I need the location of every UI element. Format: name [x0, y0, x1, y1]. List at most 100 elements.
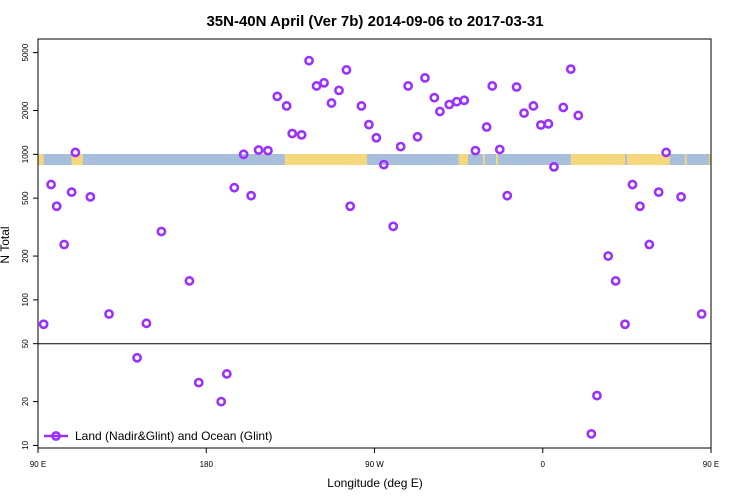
legend-marker-icon — [51, 431, 61, 441]
y-axis: 10 20 50 100 200 500 1000 2000 5000 — [21, 43, 38, 450]
land-band-segment — [458, 154, 468, 165]
land-ocean-band — [38, 154, 711, 165]
data-point — [356, 101, 367, 111]
data-point — [661, 147, 672, 158]
data-point — [326, 98, 337, 108]
data-point — [511, 82, 522, 92]
land-band-segment — [709, 154, 711, 165]
data-point — [341, 65, 352, 75]
data-point — [644, 239, 655, 250]
data-point — [494, 144, 505, 155]
data-point — [132, 352, 142, 363]
y-axis-label: N Total — [0, 226, 12, 263]
data-point — [104, 309, 114, 319]
data-point — [429, 92, 440, 103]
legend: Land (Nadir&Glint) and Ocean (Glint) — [44, 429, 272, 443]
data-point — [141, 318, 152, 329]
data-point — [238, 149, 249, 160]
land-band-segment — [626, 154, 670, 165]
data-point — [345, 201, 356, 212]
data-point — [603, 251, 614, 261]
data-point — [59, 239, 70, 250]
data-point — [435, 106, 445, 117]
data-point — [319, 77, 329, 88]
y-tick-label: 1000 — [21, 145, 30, 163]
x-tick-label: 90 E — [703, 460, 719, 469]
data-point — [378, 159, 389, 170]
x-axis-label: Longitude (deg E) — [327, 476, 422, 490]
x-axis: 90 E 180 90 W 0 90 E — [30, 448, 719, 469]
x-tick-label: 180 — [200, 460, 214, 469]
data-point — [696, 309, 707, 319]
y-tick-label: 50 — [21, 339, 30, 348]
data-points — [38, 55, 707, 439]
data-point — [635, 201, 645, 212]
data-point — [586, 428, 597, 439]
data-point — [388, 221, 399, 232]
data-point — [193, 377, 204, 388]
legend-label: Land (Nadir&Glint) and Ocean (Glint) — [75, 429, 272, 443]
data-point — [610, 276, 621, 286]
data-point — [38, 319, 49, 330]
y-tick-label: 10 — [21, 440, 30, 449]
land-band-segment — [38, 154, 44, 165]
data-point — [592, 390, 602, 401]
data-point — [253, 145, 264, 155]
y-tick-label: 2000 — [21, 101, 30, 119]
data-point — [653, 187, 664, 198]
data-point — [46, 179, 56, 190]
data-point — [221, 369, 232, 379]
data-point — [287, 128, 298, 139]
data-point — [451, 96, 462, 107]
data-point — [620, 319, 630, 330]
data-point — [156, 226, 167, 237]
y-tick-label: 500 — [21, 191, 30, 205]
land-band-segment — [482, 154, 485, 165]
plot-frame — [37, 38, 712, 449]
y-tick-label: 200 — [21, 249, 30, 263]
data-point — [420, 73, 430, 83]
data-point — [519, 108, 529, 118]
data-point — [51, 201, 62, 212]
data-point — [528, 101, 539, 111]
data-point — [371, 132, 382, 143]
land-band-segment — [284, 154, 368, 165]
data-point — [296, 129, 307, 140]
x-tick-label: 90 W — [365, 460, 384, 469]
data-point — [334, 85, 344, 96]
data-point — [549, 161, 559, 172]
data-point — [565, 64, 576, 75]
data-point — [444, 99, 455, 110]
data-point — [481, 122, 492, 132]
data-point — [627, 179, 638, 190]
data-point — [311, 81, 322, 91]
land-band-segment — [570, 154, 626, 165]
x-tick-label: 90 E — [30, 460, 46, 469]
y-tick-label: 20 — [21, 397, 30, 406]
data-point — [676, 191, 686, 202]
data-point — [470, 145, 481, 156]
x-tick-label: 0 — [541, 460, 546, 469]
y-tick-label: 5000 — [21, 43, 30, 61]
y-tick-label: 100 — [21, 293, 30, 307]
data-point — [66, 187, 77, 198]
land-band-segment — [496, 154, 498, 165]
data-point — [363, 119, 374, 130]
land-band-segment — [71, 154, 83, 165]
data-point — [502, 190, 513, 201]
chart-title: 35N-40N April (Ver 7b) 2014-09-06 to 201… — [206, 13, 543, 30]
data-point — [272, 91, 283, 102]
data-point — [70, 147, 81, 158]
ocean-band-segment — [39, 154, 710, 165]
data-point — [229, 182, 240, 193]
data-point — [558, 102, 569, 113]
data-point — [459, 95, 470, 106]
data-point — [403, 81, 414, 91]
data-point — [535, 120, 546, 130]
data-point — [412, 131, 423, 142]
data-point — [573, 110, 584, 121]
data-point — [85, 191, 96, 202]
data-point — [395, 141, 406, 152]
data-point — [543, 118, 554, 129]
